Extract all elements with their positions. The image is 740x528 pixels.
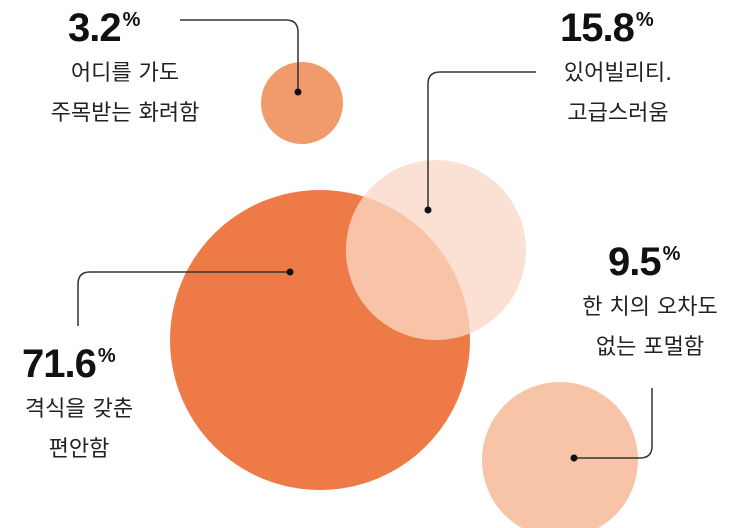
category-label-flashy: 어디를 가도 주목받는 화려함 (50, 61, 200, 126)
category-label-formal-comfort: 격식을 갖춘 편안함 (24, 397, 134, 462)
leader-line-9-5-dot (570, 454, 578, 462)
leader-line-3-2-dot (294, 88, 302, 96)
category-label-precise-formal: 한 치의 오차도 없는 포멀함 (582, 295, 718, 360)
leader-line-71-6 (77, 271, 290, 326)
category-label-luxury: 있어빌리티. 고급스러움 (563, 61, 673, 126)
leader-line-15-8 (427, 71, 536, 210)
value-label-3-2: 3.2% (68, 6, 141, 50)
leader-line-15-8-dot (424, 206, 432, 214)
value-label-9-5: 9.5% (608, 240, 681, 284)
bubble-3-2 (261, 62, 343, 144)
value-label-15-8: 15.8% (560, 6, 654, 50)
leader-line-3-2 (180, 19, 299, 92)
leader-line-9-5 (574, 388, 653, 459)
bubble-9-5 (482, 382, 638, 528)
value-label-71-6: 71.6% (22, 342, 116, 386)
leader-line-71-6-dot (286, 268, 294, 276)
